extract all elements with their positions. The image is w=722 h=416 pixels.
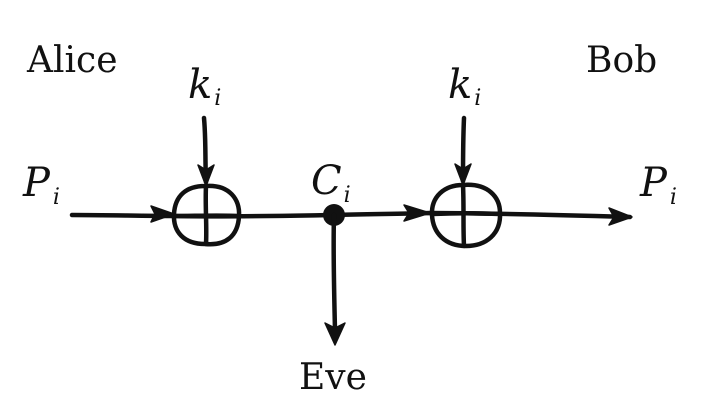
xor-operator-right-icon — [429, 182, 503, 249]
arrow-into-left-xor — [150, 205, 175, 223]
key-left-sub: i — [214, 86, 221, 111]
arrow-to-bob — [608, 207, 633, 226]
ciphertext-label: Ci — [311, 158, 351, 208]
alice-label: Alice — [26, 40, 118, 81]
ciphertext-sub: i — [344, 183, 351, 208]
plaintext-left-main: P — [22, 160, 51, 206]
bob-label: Bob — [586, 40, 657, 81]
arrow-key-left — [197, 164, 215, 187]
xor-operator-left-icon — [171, 183, 242, 247]
key-right-label: ki — [448, 62, 481, 111]
eve-label: Eve — [299, 357, 367, 398]
plaintext-right-sub: i — [670, 185, 677, 210]
key-right-sub: i — [474, 86, 481, 111]
plaintext-right-main: P — [639, 160, 668, 206]
ciphertext-main: C — [311, 158, 342, 204]
plaintext-left-sub: i — [53, 185, 60, 210]
key-right-main: k — [448, 62, 472, 108]
key-left-main: k — [188, 62, 212, 108]
eve-tap-line — [331, 212, 338, 333]
key-left-label: ki — [188, 62, 221, 111]
arrow-key-right — [454, 163, 472, 186]
arrow-into-right-xor — [403, 204, 431, 222]
arrow-to-eve — [324, 322, 346, 346]
